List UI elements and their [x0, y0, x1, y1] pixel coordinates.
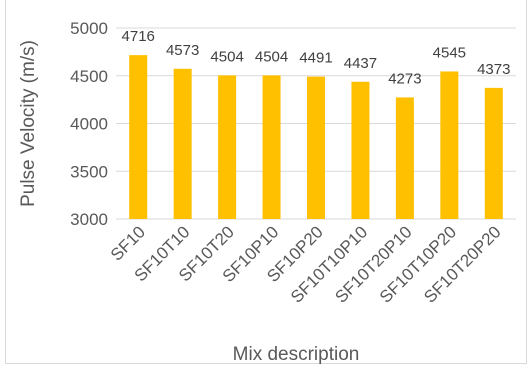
data-label: 4273: [388, 70, 421, 87]
y-axis-title: Pulse Velocity (m/s): [18, 40, 39, 207]
data-label: 4491: [299, 50, 332, 67]
data-label: 4437: [344, 55, 377, 72]
y-tick-label: 3500: [70, 162, 108, 181]
y-tick-label: 4500: [70, 67, 108, 86]
bar-sf10t20: [218, 75, 237, 219]
data-label: 4545: [433, 44, 466, 61]
data-labels: 4716 4573 4504 4504 4491 4437 4273 4545 4373: [122, 28, 511, 87]
x-axis-ticks: SF10SF10T10SF10T20SF10P10SF10P20SF10T10P…: [107, 222, 505, 306]
chart-frame: [5, 0, 527, 364]
data-label: 4573: [166, 42, 199, 59]
x-tick-label: SF10: [107, 222, 149, 264]
bar-sf10t20p20: [484, 87, 503, 219]
bar-sf10: [129, 55, 148, 219]
y-tick-label: 5000: [70, 19, 108, 38]
bar-sf10p20: [307, 76, 325, 219]
bar-sf10t10p20: [440, 71, 459, 219]
bar-sf10t20p10: [395, 97, 414, 219]
x-axis-title: Mix description: [233, 344, 360, 365]
y-tick-label: 3000: [70, 210, 108, 229]
y-tick-label: 4000: [70, 115, 108, 134]
bar-sf10t10: [173, 68, 192, 219]
bar-sf10p10: [262, 75, 281, 219]
bars: [129, 55, 503, 219]
data-label: 4504: [255, 48, 288, 65]
data-label: 4504: [210, 48, 243, 65]
y-axis-ticks: 3000 3500 4000 4500 5000: [70, 19, 108, 229]
bar-sf10t10p10: [351, 81, 370, 219]
data-label: 4373: [477, 61, 510, 78]
data-label: 4716: [122, 28, 155, 45]
